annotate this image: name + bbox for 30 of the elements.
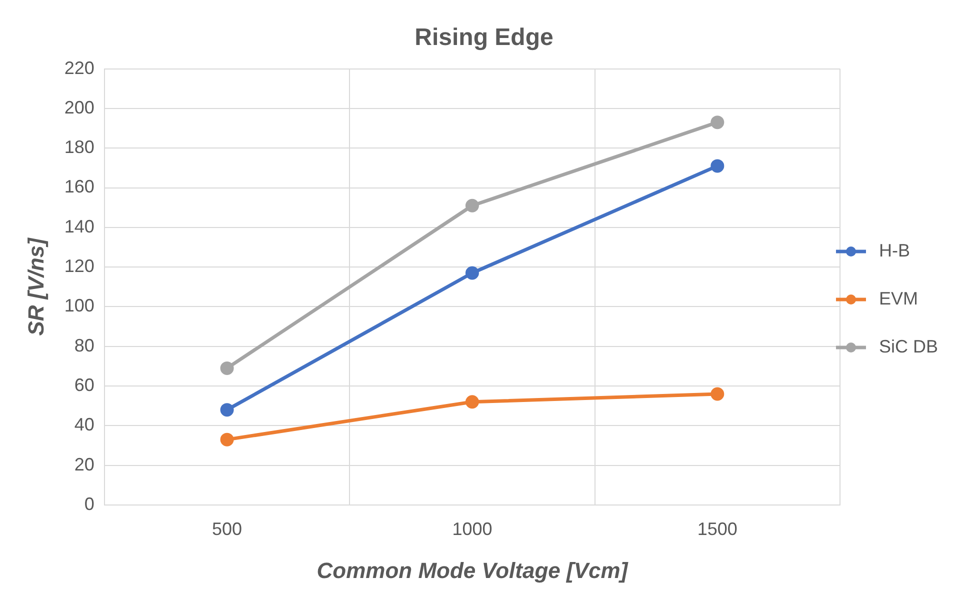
y-tick-label: 100 xyxy=(64,296,94,316)
y-tick-label: 80 xyxy=(74,335,94,356)
legend-label: SiC DB xyxy=(878,336,938,356)
y-tick-label: 160 xyxy=(64,176,94,197)
point xyxy=(220,361,234,375)
y-tick-label: 180 xyxy=(64,137,94,158)
point xyxy=(710,159,724,173)
y-axis-title: SR [V/ns] xyxy=(23,237,48,336)
y-tick-label: 220 xyxy=(64,58,94,78)
x-axis-title: Common Mode Voltage [Vcm] xyxy=(316,558,628,583)
point xyxy=(465,198,479,212)
point xyxy=(220,432,234,446)
y-tick-label: 120 xyxy=(64,256,94,276)
y-tick-label: 40 xyxy=(74,414,94,435)
y-tick-label: 20 xyxy=(74,454,94,474)
legend-label: EVM xyxy=(878,288,918,308)
legend-label: H-B xyxy=(878,240,910,260)
point xyxy=(465,395,479,409)
point xyxy=(710,116,724,130)
y-tick-label: 60 xyxy=(74,375,94,396)
x-tick-label: 500 xyxy=(212,518,242,539)
y-tick-label: 200 xyxy=(64,97,94,118)
y-tick-label: 140 xyxy=(64,216,94,236)
x-tick-label: 1500 xyxy=(697,518,738,539)
chart-title: Rising Edge xyxy=(414,24,554,52)
x-tick-label: 1000 xyxy=(452,518,492,539)
point xyxy=(465,266,479,280)
point xyxy=(220,403,234,417)
y-tick-label: 0 xyxy=(84,494,94,514)
point xyxy=(710,387,724,401)
